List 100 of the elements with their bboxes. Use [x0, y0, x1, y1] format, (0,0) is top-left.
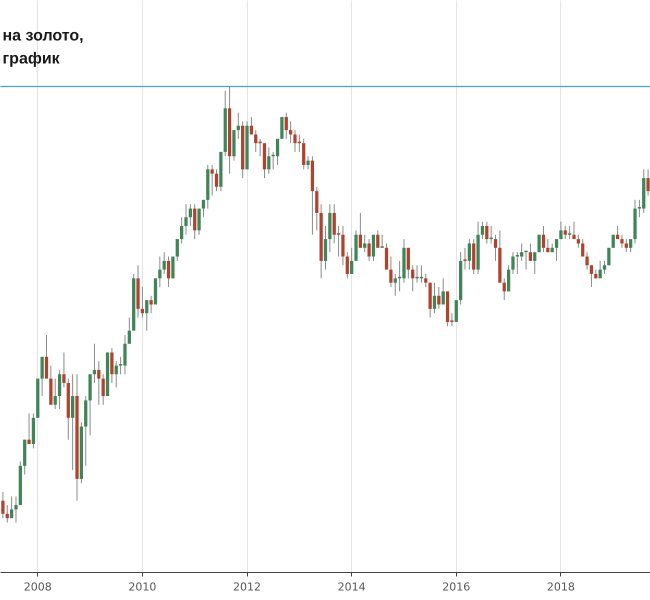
candlestick: [193, 204, 196, 240]
candlestick: [376, 230, 380, 248]
candlestick: [420, 264, 424, 284]
candlestick: [302, 138, 306, 170]
candlestick: [145, 300, 148, 332]
candlestick: [363, 234, 366, 253]
candlestick: [432, 282, 436, 314]
candlestick: [346, 252, 349, 279]
candlestick: [463, 247, 467, 270]
candlestick: [629, 238, 632, 253]
x-tick-label: 2018: [546, 580, 575, 594]
candlestick: [97, 360, 100, 406]
candlestick: [341, 226, 345, 266]
candlestick: [102, 374, 105, 406]
candlestick: [180, 216, 184, 244]
candlestick: [6, 504, 9, 523]
candlestick: [406, 247, 410, 279]
candlestick: [276, 138, 280, 166]
candlestick: [533, 252, 536, 274]
candlestick: [166, 256, 170, 288]
candlestick: [58, 369, 62, 410]
candlestick: [332, 204, 336, 244]
candlestick: [490, 226, 493, 244]
candlestick: [511, 252, 515, 274]
candlestick: [176, 238, 179, 262]
candlestick: [468, 238, 471, 270]
candlestick: [564, 226, 567, 240]
candlestick: [576, 234, 580, 248]
candlestick: [92, 343, 96, 384]
candlestick: [315, 186, 318, 231]
candlestick: [442, 278, 445, 305]
candlestick: [616, 226, 620, 240]
candlestick: [114, 360, 118, 388]
candlestick: [324, 226, 328, 270]
candlestick: [598, 260, 602, 279]
candlestick: [250, 116, 254, 135]
candlestick: [568, 226, 572, 240]
x-tick-label: 2010: [128, 580, 156, 594]
candlestick: [110, 348, 114, 384]
candlestick: [210, 164, 214, 196]
candlestick: [14, 496, 18, 523]
candlestick: [267, 147, 270, 174]
candlestick: [10, 496, 14, 519]
candlestick: [415, 264, 419, 284]
candlestick: [607, 247, 610, 266]
candlestick: [306, 156, 310, 170]
candlestick: [258, 138, 262, 157]
x-tick-label: 2016: [442, 580, 470, 594]
chart-title: на золото, график: [2, 28, 84, 68]
candlestick: [506, 264, 510, 292]
candlestick: [188, 204, 192, 227]
candlestick: [27, 413, 31, 445]
candlestick: [254, 130, 258, 152]
candlestick: [585, 252, 589, 270]
candlestick: [384, 242, 388, 270]
candlestick: [214, 168, 218, 192]
x-tick-label: 2012: [233, 580, 262, 594]
candlestick: [149, 295, 153, 314]
candlestick: [542, 226, 546, 253]
candlestick: [123, 334, 127, 375]
candlestick: [454, 300, 458, 322]
candlestick: [236, 112, 240, 140]
candlestick: [537, 234, 541, 253]
candlestick: [572, 221, 576, 240]
candlestick: [485, 221, 488, 244]
candlestick: [350, 247, 354, 274]
candlestick: [40, 356, 44, 397]
candlestick: [581, 238, 584, 258]
x-tick-label: 2014: [338, 580, 366, 594]
candlestick: [367, 238, 371, 262]
candlestick: [437, 286, 440, 310]
candlestick: [284, 112, 288, 140]
candlestick: [389, 256, 393, 288]
candlestick: [394, 273, 397, 296]
candlestick: [524, 250, 528, 270]
candlestick: [424, 273, 428, 288]
candlestick: [288, 120, 292, 144]
candlestick: [502, 278, 506, 301]
candlestick: [380, 234, 384, 248]
candlestick: [1, 491, 5, 519]
candlestick: [71, 374, 74, 471]
candlestick: [372, 234, 376, 262]
candlestick: [158, 256, 162, 288]
candlestick: [128, 317, 131, 344]
candlestick: [54, 378, 57, 410]
candlestick: [528, 242, 532, 262]
candlestick: [646, 168, 650, 196]
candlestick: [280, 116, 284, 140]
candlestick: [546, 238, 550, 253]
candlestick: [554, 238, 558, 262]
candlestick: [44, 334, 48, 380]
candlestick: [411, 264, 414, 292]
candlestick: [612, 234, 615, 248]
candlestick: [162, 252, 166, 274]
x-tick-label: 2008: [24, 580, 52, 594]
candlestick: [620, 234, 624, 248]
candlestick: [624, 238, 628, 253]
candlestick: [494, 234, 498, 262]
candlestick: [171, 256, 175, 279]
candlestick: [197, 208, 201, 236]
